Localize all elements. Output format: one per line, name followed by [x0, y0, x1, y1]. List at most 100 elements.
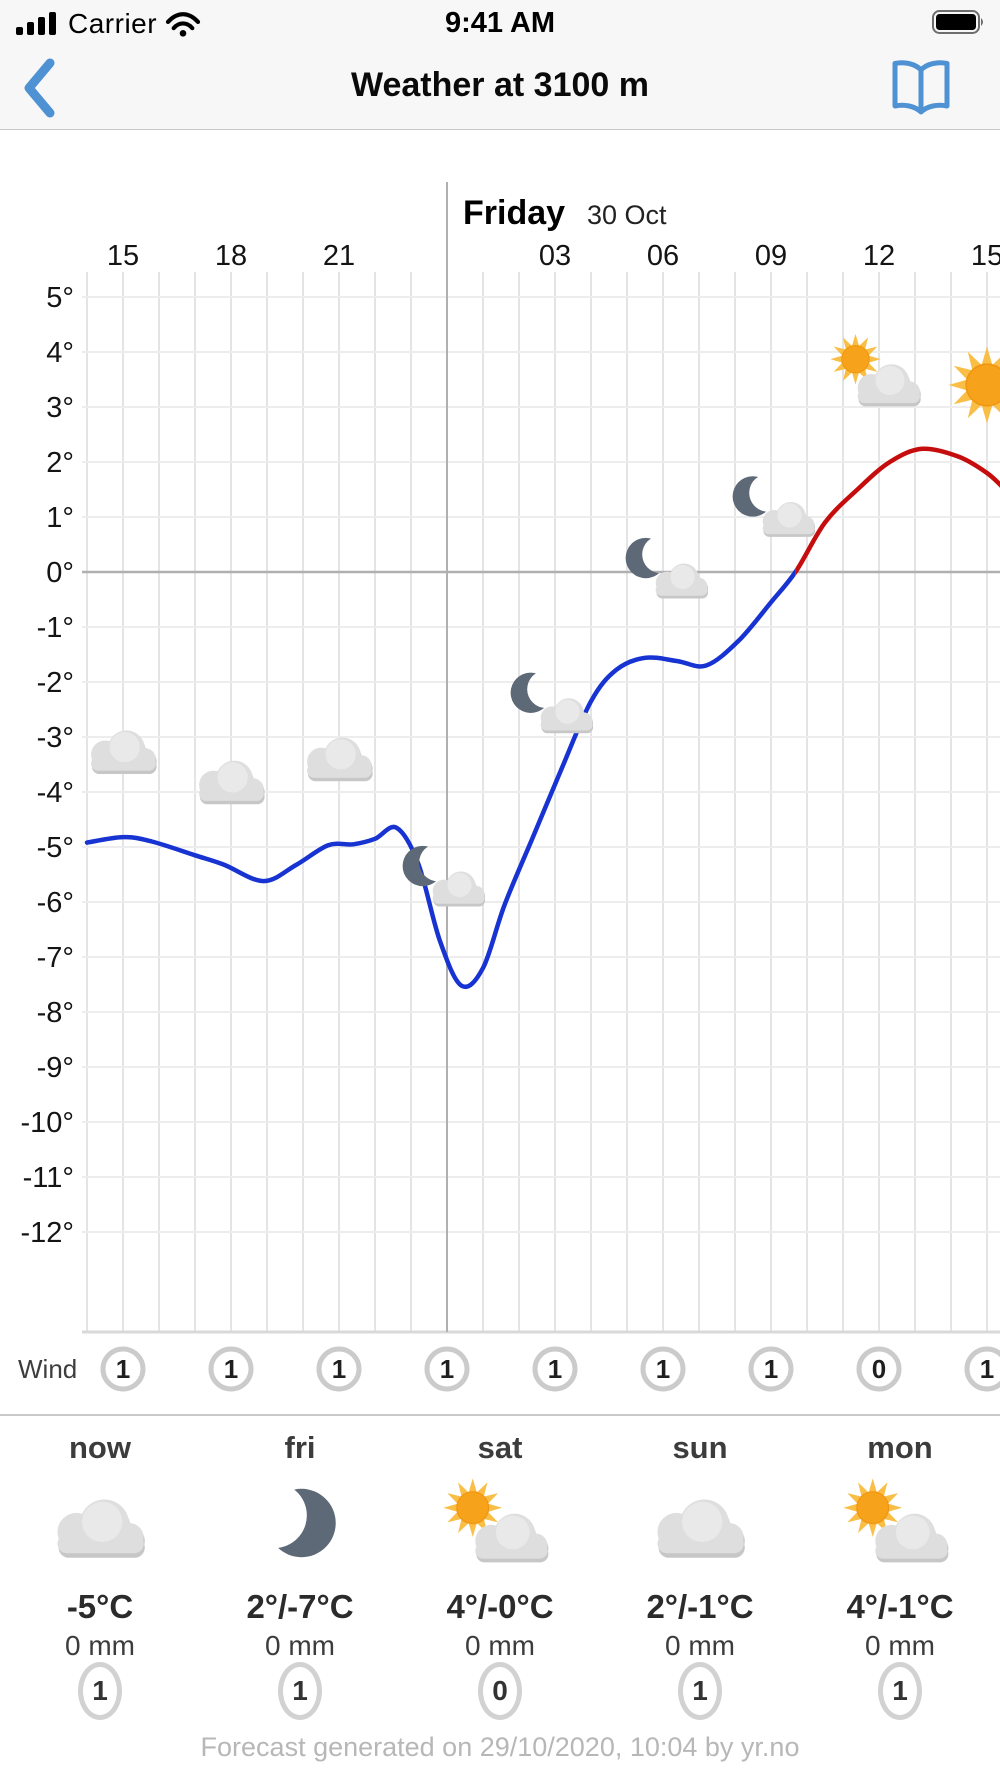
x-tick-label: 15: [971, 240, 1000, 272]
summary-day-label: now: [69, 1430, 131, 1465]
temperature-meteogram[interactable]: 15 18 21 03 06 09 12 15 5° 4° 3° 2° 1° 0° -1° -2° -3° -4°…: [0, 129, 1000, 1405]
wind-value-label: 1: [440, 1354, 454, 1384]
y-tick-label: -9°: [37, 1052, 74, 1084]
summary-day-label: mon: [867, 1430, 933, 1465]
moon-icon: [262, 1485, 338, 1561]
x-tick-label: 09: [755, 240, 787, 272]
wind-value-label: 1: [656, 1354, 670, 1384]
daily-summary-panel: now -5°C 0 mm 1 fri 2°/-7°C 0 mm 1 sat 4°/-0°C 0 m…: [0, 1416, 1000, 1732]
y-tick-label: 3°: [46, 392, 74, 424]
x-tick-label: 21: [323, 240, 355, 272]
moon-cloud-icon: [403, 846, 485, 907]
summary-precipitation-label: 0 mm: [665, 1630, 735, 1661]
y-tick-label: -7°: [37, 942, 74, 974]
day-date-label: 30 Oct: [587, 200, 667, 230]
summary-wind-badge: 1: [878, 1662, 922, 1720]
y-tick-label: -1°: [37, 612, 74, 644]
chevron-left-icon: [24, 58, 55, 118]
wind-badge-ring: [100, 1346, 146, 1392]
wind-value-label: 1: [224, 1354, 238, 1384]
summary-column-sat[interactable]: sat 4°/-0°C 0 mm 0: [400, 1416, 600, 1720]
clock-label: 9:41 AM: [444, 7, 556, 39]
day-label: Friday: [463, 194, 565, 232]
moon-cloud-icon: [733, 476, 815, 537]
y-tick-label: -4°: [37, 777, 74, 809]
y-tick-label: 2°: [46, 447, 74, 479]
wind-row-label: Wind: [18, 1354, 77, 1384]
nav-bar: Weather at 3100 m: [0, 44, 1000, 130]
y-tick-label: 4°: [46, 337, 74, 369]
summary-precipitation-label: 0 mm: [865, 1630, 935, 1661]
y-tick-label: -10°: [20, 1107, 74, 1139]
summary-wind-value: 0: [492, 1675, 508, 1706]
signal-strength-icon: [16, 12, 56, 35]
back-button[interactable]: [20, 58, 60, 118]
cloud-icon: [57, 1499, 145, 1558]
summary-temperature-label: 4°/-0°C: [446, 1588, 554, 1625]
summary-wind-value: 1: [92, 1675, 108, 1706]
x-tick-label: 06: [647, 240, 679, 272]
y-tick-label: 0°: [46, 557, 74, 589]
summary-temperature-label: 4°/-1°C: [846, 1588, 954, 1625]
summary-precipitation-label: 0 mm: [265, 1630, 335, 1661]
sun-cloud-icon: [840, 1477, 960, 1569]
summary-temperature-label: 2°/-7°C: [246, 1588, 354, 1625]
summary-wind-badge: 1: [278, 1662, 322, 1720]
wind-value-label: 1: [332, 1354, 346, 1384]
wind-badge-ring: [964, 1346, 1000, 1392]
wind-value-label: 1: [980, 1354, 994, 1384]
y-tick-label: -12°: [20, 1217, 74, 1249]
cloud-icon: [657, 1499, 745, 1558]
cloud-icon: [307, 737, 373, 782]
wind-badge-ring: [532, 1346, 578, 1392]
summary-precipitation-label: 0 mm: [65, 1630, 135, 1661]
summary-wind-badge: 0: [478, 1662, 522, 1720]
section-divider: [0, 1414, 1000, 1416]
summary-precipitation-label: 0 mm: [465, 1630, 535, 1661]
moon-cloud-icon: [626, 538, 708, 599]
wind-value-label: 1: [764, 1354, 778, 1384]
wind-badge-ring: [208, 1346, 254, 1392]
battery-icon: [932, 10, 983, 34]
y-tick-label: 1°: [46, 502, 74, 534]
summary-column-now[interactable]: now -5°C 0 mm 1: [0, 1416, 200, 1720]
summary-column-fri[interactable]: fri 2°/-7°C 0 mm 1: [200, 1416, 400, 1720]
y-tick-label: -5°: [37, 832, 74, 864]
summary-weather-icon-box: [800, 1468, 1000, 1578]
x-tick-label: 18: [215, 240, 247, 272]
summary-wind-value: 1: [892, 1675, 908, 1706]
summary-wind-badge: 1: [678, 1662, 722, 1720]
y-tick-label: -11°: [23, 1162, 74, 1194]
sun-icon: [947, 345, 1000, 425]
summary-weather-icon-box: [0, 1468, 200, 1578]
x-tick-label: 03: [539, 240, 571, 272]
summary-day-label: fri: [284, 1430, 316, 1465]
y-tick-label: 5°: [46, 282, 74, 314]
y-tick-label: -8°: [37, 997, 74, 1029]
cloud-icon: [199, 760, 265, 805]
summary-temperature-label: 2°/-1°C: [646, 1588, 754, 1625]
summary-day-label: sun: [672, 1430, 728, 1465]
wind-badge-ring: [424, 1346, 470, 1392]
wind-value-label: 1: [116, 1354, 130, 1384]
summary-weather-icon-box: [600, 1468, 800, 1578]
summary-column-mon[interactable]: mon 4°/-1°C 0 mm 1: [800, 1416, 1000, 1720]
carrier-label: Carrier: [68, 8, 158, 39]
y-tick-label: -6°: [37, 887, 74, 919]
summary-wind-value: 1: [292, 1675, 308, 1706]
summary-temperature-label: -5°C: [66, 1588, 134, 1625]
summary-weather-icon-box: [200, 1468, 400, 1578]
bookmarks-button[interactable]: [890, 58, 952, 116]
sun-cloud-icon: [440, 1477, 560, 1569]
status-bar: Carrier 9:41 AM: [0, 0, 1000, 44]
summary-wind-value: 1: [692, 1675, 708, 1706]
wifi-icon: [165, 12, 201, 37]
summary-column-sun[interactable]: sun 2°/-1°C 0 mm 1: [600, 1416, 800, 1720]
wind-badge-ring: [316, 1346, 362, 1392]
book-icon: [892, 60, 950, 115]
wind-badge-ring: [748, 1346, 794, 1392]
summary-day-label: sat: [477, 1430, 523, 1465]
summary-weather-icon-box: [400, 1468, 600, 1578]
temperature-curve-below-zero: [84, 568, 796, 989]
